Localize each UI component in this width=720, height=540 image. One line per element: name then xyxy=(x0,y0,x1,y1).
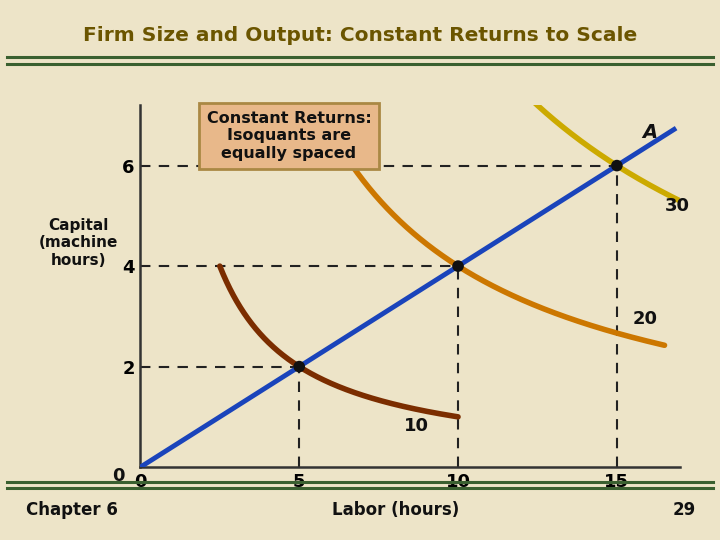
Text: Labor (hours): Labor (hours) xyxy=(333,501,459,519)
Text: Firm Size and Output: Constant Returns to Scale: Firm Size and Output: Constant Returns t… xyxy=(83,25,637,45)
Text: 0: 0 xyxy=(112,467,125,485)
Text: Chapter 6: Chapter 6 xyxy=(26,501,118,519)
Text: Constant Returns:
Isoquants are
equally spaced: Constant Returns: Isoquants are equally … xyxy=(207,111,372,160)
Point xyxy=(611,161,623,170)
Text: 10: 10 xyxy=(404,417,429,435)
Text: 29: 29 xyxy=(672,501,696,519)
Text: 20: 20 xyxy=(633,310,658,328)
Point xyxy=(294,362,305,371)
Text: A: A xyxy=(642,123,657,142)
Text: 30: 30 xyxy=(665,197,690,215)
Point xyxy=(452,262,464,271)
Text: Capital
(machine
hours): Capital (machine hours) xyxy=(39,218,118,268)
